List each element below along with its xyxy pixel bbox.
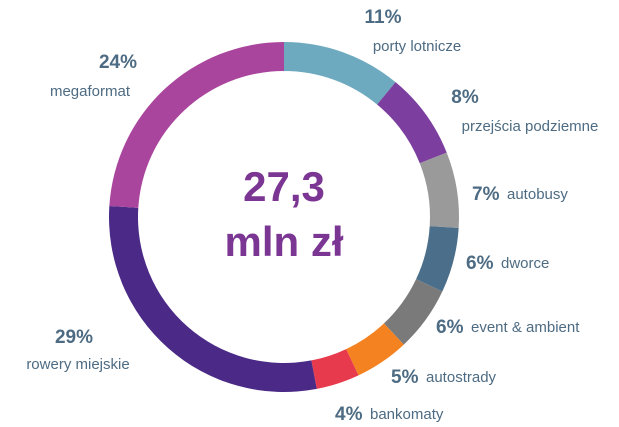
category-label: przejścia podziemne [462,118,599,135]
donut-segment [346,323,404,376]
category-label: megaformat [50,83,131,100]
category-label: autobusy [507,186,568,203]
donut-segment [109,206,317,392]
category-label: bankomaty [370,406,444,423]
donut-segment [383,279,443,345]
category-label: porty lotnicze [373,38,461,55]
category-label: autostrady [426,369,497,386]
value-label: 29% [55,327,93,348]
donut-segment [311,349,359,389]
donut-segment [416,226,459,292]
center-text: mln zł [224,218,343,265]
donut-segment [377,82,447,164]
value-label: 5% [391,367,419,388]
value-label: 6% [466,253,494,274]
category-label: event & ambient [471,319,580,336]
center-text: 27,3 [243,163,325,210]
donut-segment [419,152,459,228]
value-label: 24% [99,52,137,73]
value-label: 7% [472,184,500,205]
value-label: 11% [365,7,402,28]
donut-segment [284,42,396,105]
value-label: 6% [436,317,464,338]
donut-segment [109,42,284,208]
value-label: 4% [335,404,363,425]
value-label: 8% [451,87,479,108]
category-label: dworce [501,255,549,272]
category-label: rowery miejskie [26,356,129,373]
